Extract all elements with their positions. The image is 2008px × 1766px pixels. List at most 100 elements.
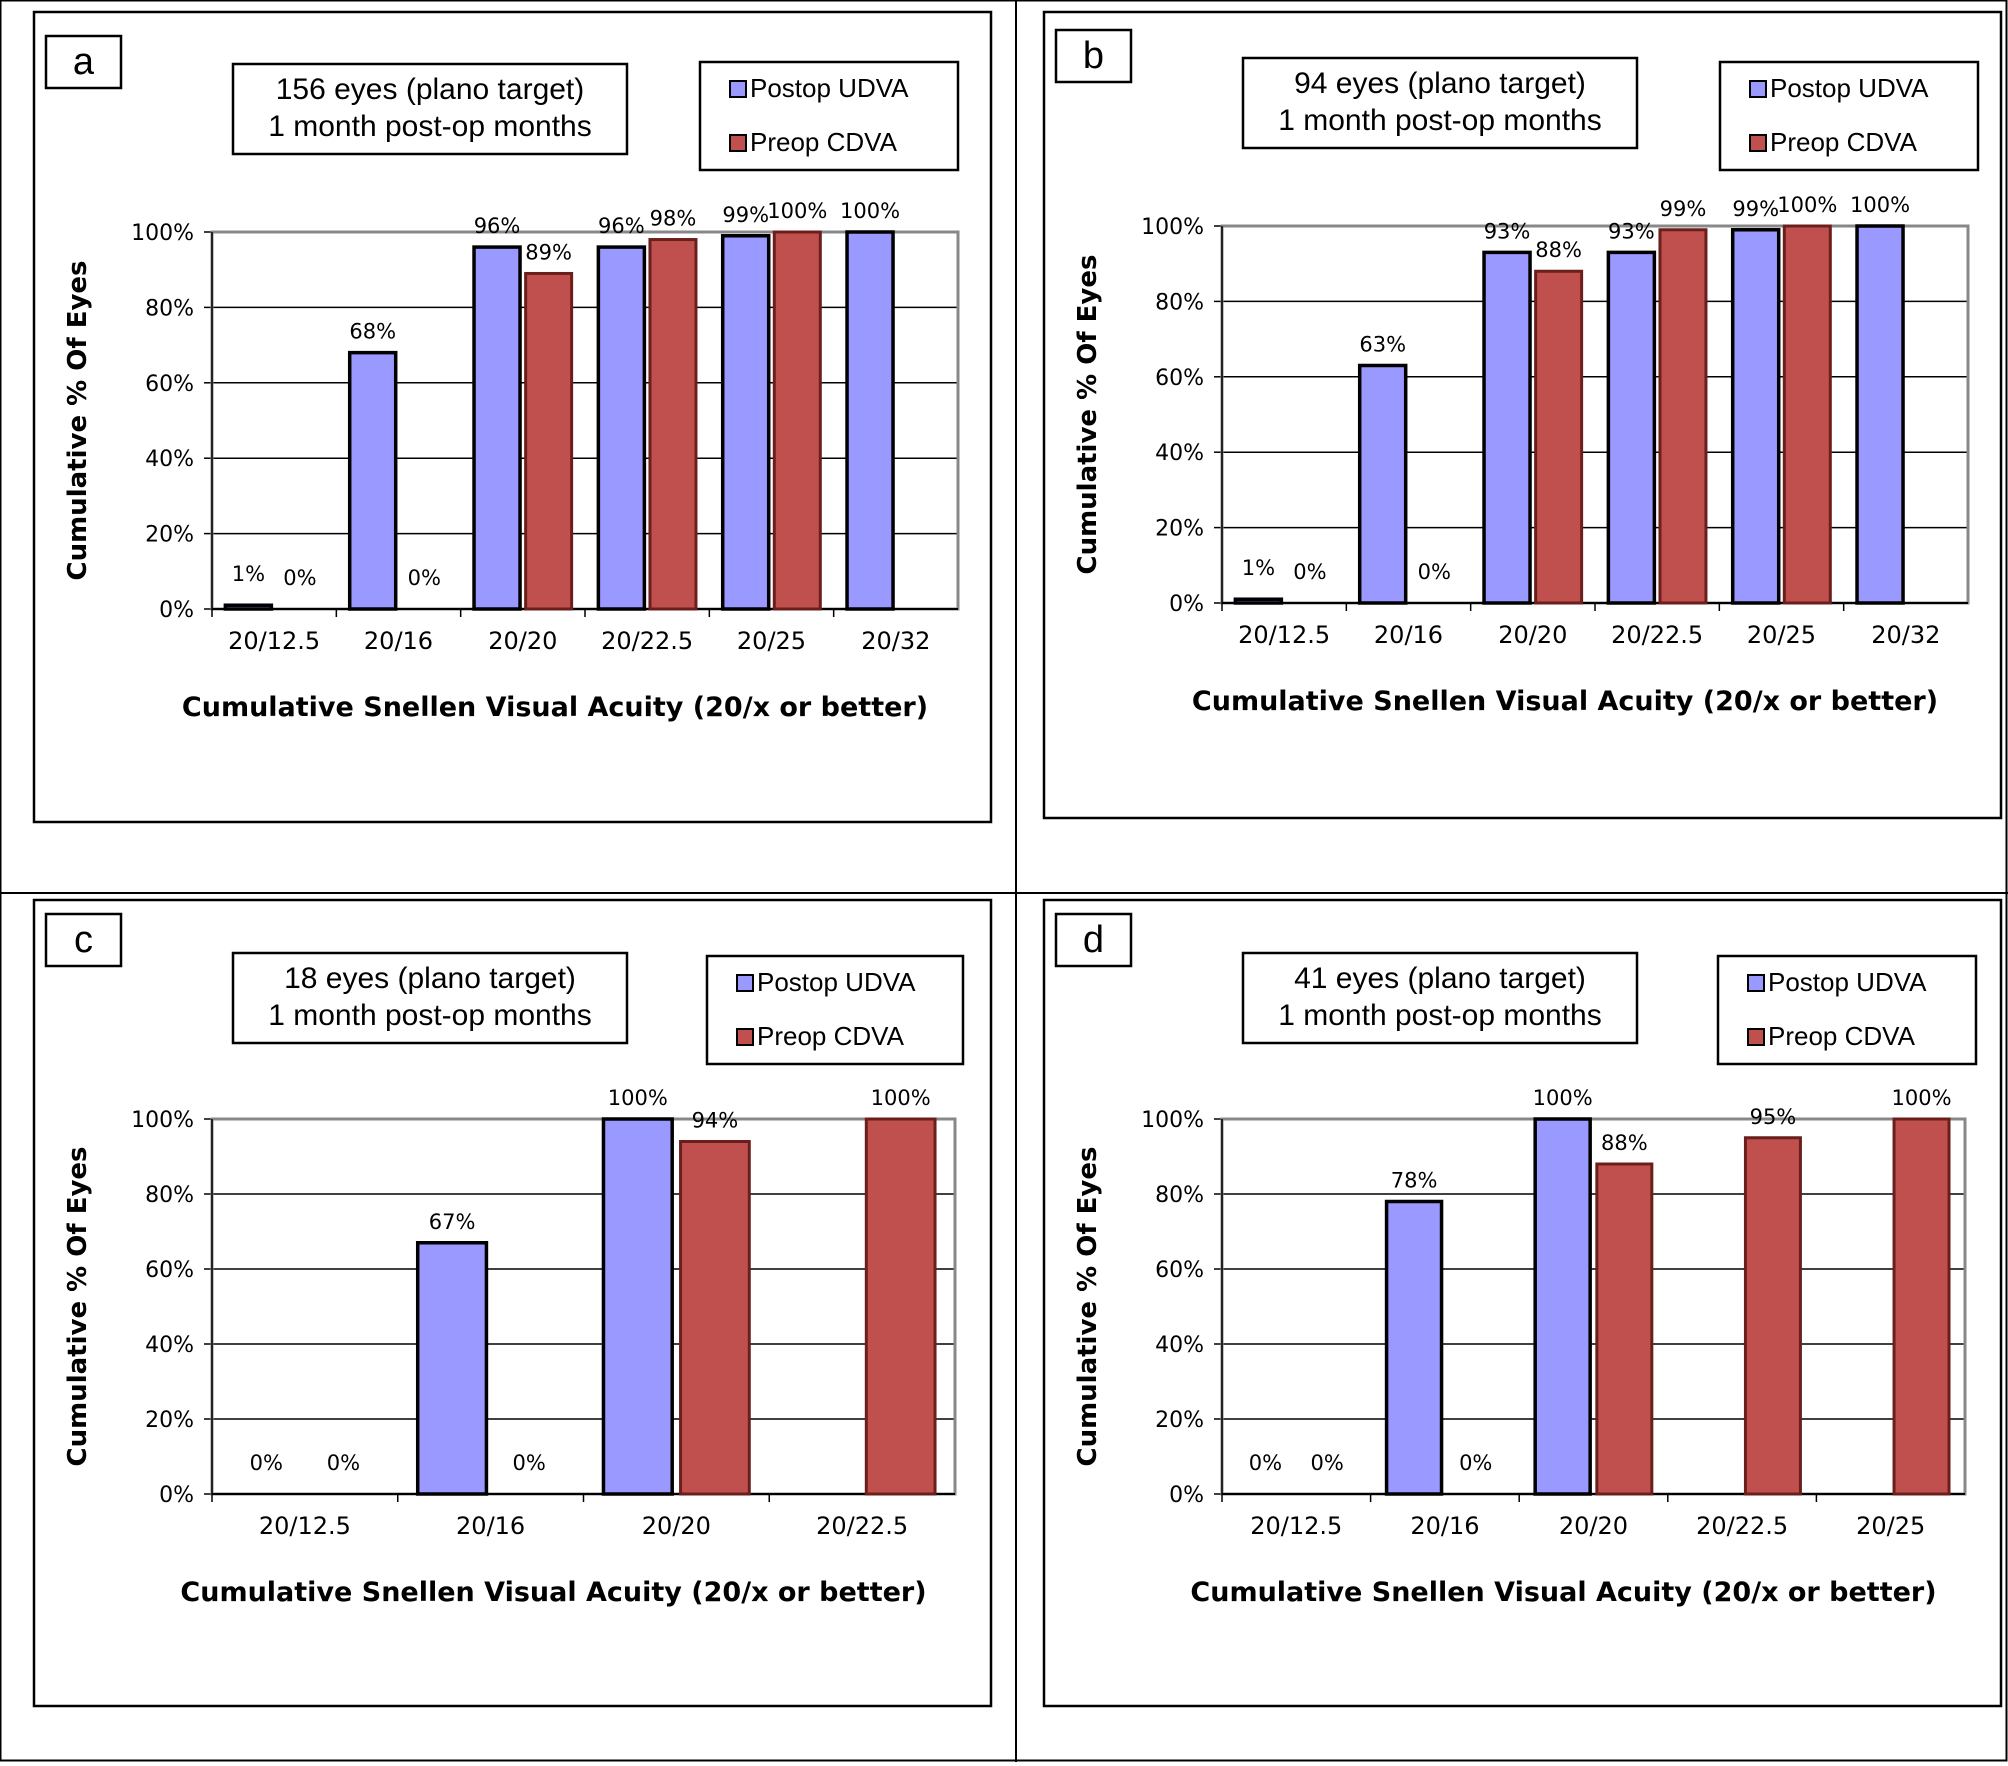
x-tick-label: 20/16 [456, 1512, 525, 1540]
y-tick-label: 60% [145, 1258, 194, 1283]
data-label: 93% [1608, 219, 1655, 243]
bar-udva-20/32 [1855, 224, 1905, 605]
bar-udva-20/32 [845, 230, 895, 611]
y-tick-label: 60% [1155, 1258, 1204, 1283]
y-tick-label: 0% [1169, 592, 1204, 617]
chart-panel-a: a 156 eyes (plano target) 1 month post-op … [32, 10, 993, 824]
x-tick-label: 20/16 [364, 627, 433, 655]
chart-title-line: 1 month post-op months [1278, 999, 1602, 1032]
bar-udva-20/20 [1533, 1117, 1592, 1496]
data-label: 89% [525, 240, 572, 264]
y-tick-label: 100% [1141, 1108, 1204, 1133]
bar-udva-20/22.5 [596, 245, 647, 611]
y-tick-label: 0% [1169, 1483, 1204, 1508]
data-label: 96% [474, 214, 521, 238]
chart-title-line: 18 eyes (plano target) [284, 962, 576, 995]
y-tick-label: 40% [1155, 441, 1204, 466]
x-tick-label: 20/20 [1498, 621, 1567, 649]
y-tick-label: 60% [1155, 366, 1204, 391]
data-label: 0% [1310, 1451, 1343, 1475]
data-label: 0% [283, 566, 316, 590]
x-tick-label: 20/22.5 [816, 1512, 908, 1540]
chart-title-box [231, 951, 629, 1045]
legend-swatch-udva [736, 974, 754, 992]
bar-udva-20/12.5 [223, 603, 274, 611]
chart-panel-d: d 41 eyes (plano target) 1 month post-op m… [1042, 898, 2003, 1708]
x-tick-label: 20/20 [488, 627, 557, 655]
chart-title-line: 156 eyes (plano target) [276, 73, 585, 106]
legend-swatch-cdva [736, 1028, 754, 1046]
legend-label-cdva: Preop CDVA [1768, 1021, 1916, 1051]
x-axis-title: Cumulative Snellen Visual Acuity (20/x o… [1192, 686, 1938, 717]
bar-cdva-20/25 [1892, 1117, 1951, 1496]
legend-swatch-udva [1749, 80, 1767, 98]
data-label: 1% [1242, 556, 1275, 580]
data-label: 98% [650, 207, 697, 231]
chart-title-box [1241, 56, 1639, 150]
bar-cdva-20/22.5 [864, 1117, 937, 1496]
x-tick-label: 20/22.5 [601, 627, 693, 655]
bar-udva-20/22.5 [1606, 250, 1657, 605]
x-tick-label: 20/20 [1559, 1512, 1628, 1540]
x-tick-label: 20/25 [1747, 621, 1816, 649]
data-label: 94% [692, 1109, 739, 1133]
panel-letter: c [74, 919, 93, 961]
data-label: 96% [598, 214, 645, 238]
x-tick-label: 20/20 [642, 1512, 711, 1540]
legend-label-cdva: Preop CDVA [750, 127, 898, 157]
chart-title-line: 1 month post-op months [268, 999, 592, 1032]
y-tick-label: 60% [145, 372, 194, 397]
bar-cdva-20/25 [772, 230, 822, 611]
bar-udva-20/20 [601, 1117, 674, 1496]
data-label: 93% [1484, 219, 1531, 243]
panel-letter-box [1054, 28, 1133, 84]
chart-title-box [231, 62, 629, 156]
panel-letter-box [44, 912, 123, 968]
data-label: 95% [1750, 1105, 1797, 1129]
y-tick-label: 40% [1155, 1333, 1204, 1358]
y-tick-label: 20% [145, 523, 194, 548]
bar-udva-20/16 [347, 350, 398, 611]
y-tick-label: 20% [145, 1408, 194, 1433]
y-tick-label: 40% [145, 1333, 194, 1358]
x-tick-label: 20/32 [1871, 621, 1940, 649]
data-label: 99% [1732, 197, 1779, 221]
chart-title-line: 41 eyes (plano target) [1294, 962, 1586, 995]
data-label: 100% [1850, 193, 1910, 217]
data-label: 67% [429, 1210, 476, 1234]
x-tick-label: 20/16 [1410, 1512, 1479, 1540]
data-label: 0% [250, 1451, 283, 1475]
x-tick-label: 20/25 [1856, 1512, 1925, 1540]
x-tick-label: 20/32 [861, 627, 930, 655]
bar-cdva-20/20 [1595, 1162, 1654, 1496]
panel-letter-box [1054, 912, 1133, 968]
chart-title-line: 94 eyes (plano target) [1294, 67, 1586, 100]
data-label: 100% [840, 199, 900, 223]
y-tick-label: 100% [131, 221, 194, 246]
legend-label-cdva: Preop CDVA [1770, 127, 1918, 157]
legend-label-udva: Postop UDVA [757, 967, 916, 997]
data-label: 78% [1391, 1169, 1438, 1193]
y-tick-label: 80% [1155, 290, 1204, 315]
x-tick-label: 20/12.5 [259, 1512, 351, 1540]
legend-swatch-cdva [1747, 1028, 1765, 1046]
legend-label-cdva: Preop CDVA [757, 1021, 905, 1051]
legend-label-udva: Postop UDVA [1768, 967, 1927, 997]
y-axis-title: Cumulative % Of Eyes [1073, 254, 1103, 574]
x-tick-label: 20/12.5 [1250, 1512, 1342, 1540]
bar-udva-20/12.5 [1233, 597, 1284, 605]
data-label: 0% [1459, 1451, 1492, 1475]
data-label: 1% [232, 562, 265, 586]
x-tick-label: 20/12.5 [1238, 621, 1330, 649]
bar-udva-20/25 [720, 234, 771, 611]
y-tick-label: 0% [159, 598, 194, 623]
data-label: 88% [1535, 238, 1582, 262]
bar-cdva-20/22.5 [648, 238, 698, 611]
bar-udva-20/16 [1384, 1199, 1444, 1496]
data-label: 0% [327, 1451, 360, 1475]
panel-letter: a [73, 41, 95, 83]
x-tick-label: 20/22.5 [1696, 1512, 1788, 1540]
x-tick-label: 20/22.5 [1611, 621, 1703, 649]
bar-udva-20/20 [472, 245, 522, 611]
data-label: 63% [1359, 332, 1406, 356]
